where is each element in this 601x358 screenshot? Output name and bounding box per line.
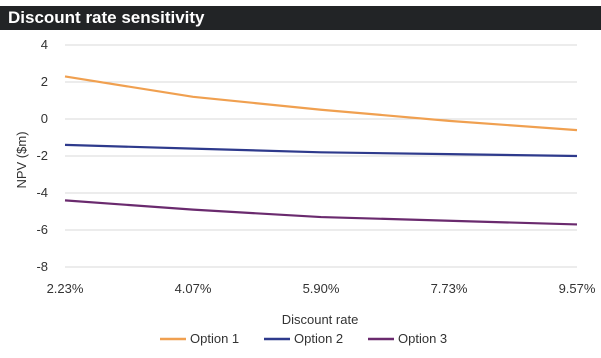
x-tick-label: 2.23% <box>47 281 84 296</box>
series-line-option-3 <box>64 199 578 226</box>
y-tick-label: 4 <box>41 37 48 52</box>
legend-label: Option 1 <box>190 331 239 346</box>
x-tick-label: 5.90% <box>303 281 340 296</box>
y-tick-label: -4 <box>36 185 48 200</box>
series-lines <box>64 75 578 226</box>
x-tick-label: 9.57% <box>559 281 596 296</box>
legend-item-option-2: Option 2 <box>264 331 343 346</box>
legend: Option 1 Option 2 Option 3 <box>160 331 447 346</box>
x-tick-label: 7.73% <box>431 281 468 296</box>
y-tick-label: 2 <box>41 74 48 89</box>
legend-item-option-3: Option 3 <box>368 331 447 346</box>
legend-item-option-1: Option 1 <box>160 331 239 346</box>
gridlines <box>65 44 577 268</box>
legend-label: Option 2 <box>294 331 343 346</box>
y-tick-label: -8 <box>36 259 48 274</box>
x-tick-label: 4.07% <box>175 281 212 296</box>
legend-label: Option 3 <box>398 331 447 346</box>
x-tick-labels: 2.23% 4.07% 5.90% 7.73% 9.57% <box>47 281 596 296</box>
series-line-option-1 <box>64 75 578 132</box>
y-tick-label: -6 <box>36 222 48 237</box>
y-tick-labels: 4 2 0 -2 -4 -6 -8 <box>36 37 48 274</box>
y-axis-label: NPV ($m) <box>14 131 29 188</box>
chart-title: Discount rate sensitivity <box>0 6 601 30</box>
series-line-option-2 <box>64 143 578 158</box>
y-tick-label: -2 <box>36 148 48 163</box>
y-tick-label: 0 <box>41 111 48 126</box>
x-axis-label: Discount rate <box>282 312 359 327</box>
